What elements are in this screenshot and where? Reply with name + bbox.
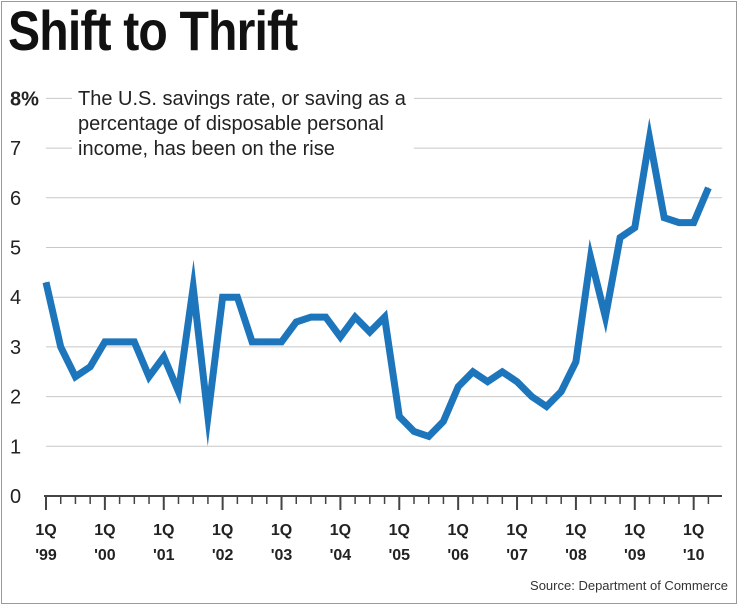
x-tick-label-quarter: 1Q — [624, 522, 645, 539]
y-tick-label: 4 — [10, 287, 21, 309]
x-tick-label-year: '05 — [388, 547, 410, 564]
x-tick-label-quarter: 1Q — [271, 522, 292, 539]
data-point — [487, 381, 489, 383]
gridlines — [46, 97, 722, 447]
y-tick-label: 5 — [10, 238, 21, 260]
x-tick-label-year: '09 — [624, 547, 646, 564]
data-point — [663, 217, 665, 219]
x-tick-label-year: '04 — [330, 547, 352, 564]
data-point — [457, 386, 459, 388]
data-point — [428, 435, 430, 437]
x-tick-label-quarter: 1Q — [389, 522, 410, 539]
x-tick-label-quarter: 1Q — [330, 522, 351, 539]
x-tick-label-year: '06 — [447, 547, 469, 564]
data-point — [177, 391, 179, 393]
data-point — [236, 296, 238, 298]
data-point — [60, 346, 62, 348]
headline: Shift to Thrift — [8, 0, 298, 62]
data-point — [472, 371, 474, 373]
data-point — [693, 222, 695, 224]
y-tick-label: 3 — [10, 337, 21, 359]
series-layer — [42, 117, 712, 447]
data-point — [354, 316, 356, 318]
data-point — [678, 222, 680, 224]
data-point — [163, 356, 165, 358]
data-point — [560, 391, 562, 393]
data-point — [634, 227, 636, 229]
data-point — [339, 336, 341, 338]
x-tick-label-year: '03 — [271, 547, 293, 564]
x-tick-label-quarter: 1Q — [447, 522, 468, 539]
x-axis — [44, 495, 722, 510]
data-point — [707, 187, 709, 189]
x-tick-label-year: '07 — [506, 547, 528, 564]
x-tick-label-quarter: 1Q — [35, 522, 56, 539]
y-tick-label: 1 — [10, 436, 21, 458]
y-axis-labels: 0 1 2 3 4 5 6 7 8% — [10, 88, 39, 508]
y-tick-label: 6 — [10, 188, 21, 210]
x-axis-labels: 1Q '99 1Q '00 1Q '01 1Q '02 1Q '03 1Q '04 1Q '05 1Q '06… — [35, 522, 704, 564]
data-point — [45, 281, 47, 283]
chart-subtitle: The U.S. savings rate, or saving as a pe… — [72, 87, 414, 162]
x-tick-label-quarter: 1Q — [683, 522, 704, 539]
y-tick-label: 2 — [10, 387, 21, 409]
data-point — [266, 341, 268, 343]
data-point — [590, 256, 592, 258]
data-point — [545, 406, 547, 408]
data-point — [104, 341, 106, 343]
data-point — [310, 316, 312, 318]
data-point — [281, 341, 283, 343]
y-tick-label: 8% — [10, 88, 39, 110]
x-tick-label-quarter: 1Q — [212, 522, 233, 539]
x-tick-label-quarter: 1Q — [506, 522, 527, 539]
y-tick-label: 0 — [10, 486, 21, 508]
y-tick-label: 7 — [10, 138, 21, 160]
data-point — [413, 430, 415, 432]
data-point — [133, 341, 135, 343]
data-point — [74, 376, 76, 378]
data-point — [251, 341, 253, 343]
data-point — [442, 420, 444, 422]
x-tick-label-year: '99 — [35, 547, 57, 564]
data-point — [222, 296, 224, 298]
data-point — [192, 286, 194, 288]
data-point — [501, 371, 503, 373]
x-tick-label-year: '02 — [212, 547, 234, 564]
data-point — [119, 341, 121, 343]
data-point — [384, 316, 386, 318]
series-line-savings-rate — [42, 117, 712, 447]
data-point — [148, 376, 150, 378]
data-point — [619, 237, 621, 239]
x-tick-label-quarter: 1Q — [94, 522, 115, 539]
x-tick-label-year: '08 — [565, 547, 587, 564]
data-point — [649, 137, 651, 139]
data-point — [325, 316, 327, 318]
data-point — [516, 381, 518, 383]
x-tick-label-year: '10 — [683, 547, 705, 564]
data-point — [295, 321, 297, 323]
data-point — [398, 415, 400, 417]
data-point — [89, 366, 91, 368]
x-tick-label-year: '01 — [153, 547, 175, 564]
data-point — [604, 316, 606, 318]
data-point — [531, 396, 533, 398]
x-tick-label-year: '00 — [94, 547, 116, 564]
data-point — [207, 415, 209, 417]
x-tick-label-quarter: 1Q — [565, 522, 586, 539]
data-point — [575, 361, 577, 363]
x-tick-label-quarter: 1Q — [153, 522, 174, 539]
data-point — [369, 331, 371, 333]
source-note: Source: Department of Commerce — [530, 578, 728, 593]
